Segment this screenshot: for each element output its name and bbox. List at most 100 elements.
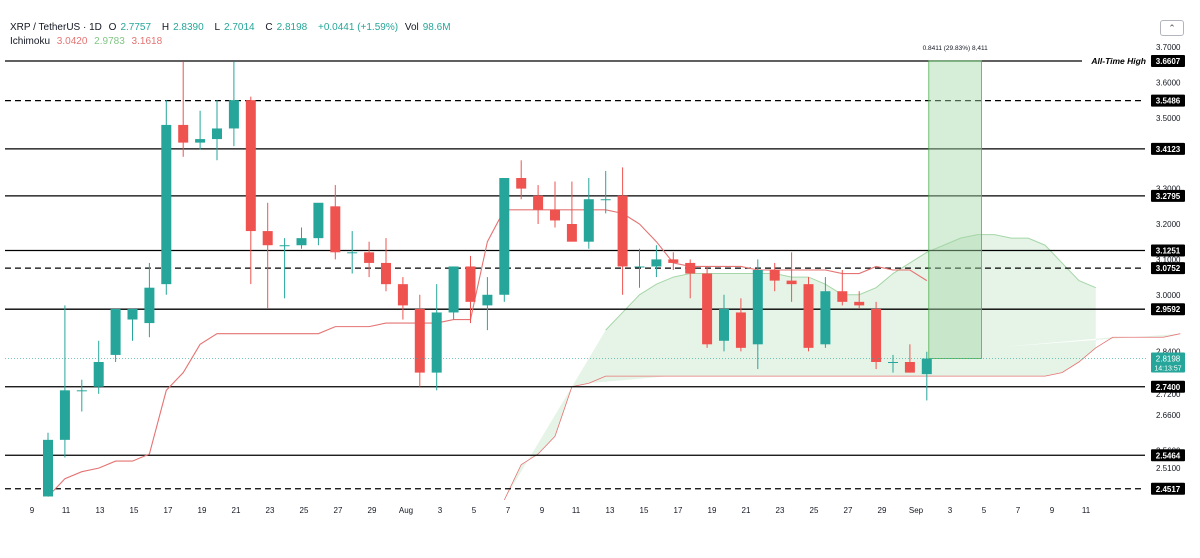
candle-body: [499, 178, 510, 295]
x-tick-label: 9: [30, 506, 35, 515]
x-tick-label: 11: [572, 506, 581, 515]
candle-body: [245, 100, 256, 232]
candle: [465, 255, 476, 324]
candle-body: [888, 362, 898, 363]
x-tick-label: 29: [878, 506, 887, 515]
candle-body: [752, 270, 763, 345]
candle: [482, 277, 493, 331]
candle-body: [600, 199, 611, 201]
x-tick-label: 13: [96, 506, 105, 515]
indicator-name[interactable]: Ichimoku: [10, 36, 51, 47]
candle: [228, 61, 239, 147]
y-tick-label: 2.6600: [1156, 411, 1181, 420]
candle: [448, 266, 459, 320]
level-tag-box: [1151, 449, 1185, 462]
measure-label: 0.8411 (29.83%) 8,411: [923, 45, 989, 52]
x-tick-label: 23: [776, 506, 785, 515]
y-tick-label: 3.7000: [1156, 43, 1181, 52]
candle-body: [634, 266, 645, 268]
measure-box: [928, 60, 982, 359]
candle-body: [617, 195, 628, 267]
level-tag-box: [1151, 94, 1185, 107]
x-tick-label: 15: [130, 506, 139, 515]
x-tick-label: 19: [198, 506, 207, 515]
level-tag-label: 3.2795: [1156, 192, 1181, 201]
candle: [871, 301, 882, 370]
candle-body: [228, 100, 239, 129]
candle: [144, 262, 155, 338]
candle-body: [651, 259, 662, 267]
candle: [888, 354, 898, 373]
candle-body: [566, 224, 577, 242]
candle: [617, 167, 628, 295]
candle: [296, 227, 307, 249]
candle-body: [837, 291, 848, 302]
conversion-line: [47, 209, 928, 497]
symbol-title[interactable]: XRP / TetherUS · 1D: [10, 22, 102, 33]
close-label: C: [265, 22, 273, 33]
y-tick-label: 2.7200: [1156, 390, 1181, 399]
x-tick-label: 3: [948, 506, 953, 515]
open-label: O: [108, 22, 117, 33]
candle: [921, 351, 932, 401]
x-tick-label: 3: [438, 506, 443, 515]
candle-body: [161, 124, 172, 285]
high-value: 2.8390: [173, 22, 204, 33]
candle: [178, 61, 189, 157]
candle-body: [735, 312, 746, 348]
support-resistance-levels: [5, 60, 1145, 490]
candle-body: [516, 178, 527, 189]
change-value: +0.0441 (+1.59%): [317, 22, 399, 33]
x-tick-label: 11: [62, 506, 71, 515]
level-tag-label: 3.1251: [1156, 247, 1181, 256]
candle: [702, 266, 713, 348]
y-axis[interactable]: 3.7000 3.6000 3.5000 3.3000 3.2000 3.1000 3.00…: [1156, 43, 1181, 473]
ichimoku-value-3: 3.1618: [131, 36, 163, 47]
candle-body: [212, 128, 222, 140]
x-tick-label: 19: [708, 506, 717, 515]
candle: [516, 160, 527, 200]
x-tick-label: 9: [1050, 506, 1055, 515]
candle: [566, 181, 577, 242]
x-tick-label: 27: [844, 506, 853, 515]
candle-body: [76, 390, 87, 392]
candle: [59, 305, 70, 458]
level-tag-label: 3.5486: [1156, 97, 1181, 106]
candle: [245, 96, 256, 285]
x-tick-label: 9: [540, 506, 545, 515]
x-tick-label: Sep: [909, 506, 924, 515]
y-tick-label: 3.5000: [1156, 114, 1181, 123]
candle: [499, 178, 510, 302]
x-tick-label: 25: [300, 506, 309, 515]
candle: [583, 178, 594, 249]
candle: [651, 245, 662, 278]
candle-body: [93, 362, 104, 387]
candle-body: [296, 238, 307, 246]
level-tag-box: [1151, 380, 1185, 393]
level-tag-label: 3.6607: [1156, 57, 1181, 66]
y-tick-label: 3.3000: [1156, 185, 1181, 194]
candle-body: [820, 291, 831, 345]
candle: [93, 340, 104, 394]
collapse-icon[interactable]: ⌃: [1160, 20, 1184, 36]
candle: [550, 181, 560, 228]
candle: [769, 262, 780, 292]
candle-body: [482, 294, 493, 306]
candle-body: [448, 266, 459, 313]
candle: [719, 294, 729, 352]
level-tag-box: [1151, 189, 1185, 202]
candles: [43, 61, 932, 497]
current-price-label: 2.8198: [1156, 355, 1181, 364]
ath-label-bg: [1082, 54, 1148, 67]
candle-body: [414, 308, 425, 373]
level-tag-box: [1151, 262, 1185, 275]
x-axis[interactable]: 9 11 13 15 17 19 21 23 25 27 29 Aug 3 5 7 9 11 13 15 17 19 21…: [30, 506, 1091, 515]
current-price-tag: [1151, 352, 1185, 373]
x-tick-label: 17: [164, 506, 173, 515]
conversion-line-path: [47, 209, 928, 497]
x-tick-label: 17: [674, 506, 683, 515]
cloud-lower-line: [503, 333, 1181, 501]
candle-body: [127, 308, 138, 320]
high-label: H: [161, 22, 170, 33]
